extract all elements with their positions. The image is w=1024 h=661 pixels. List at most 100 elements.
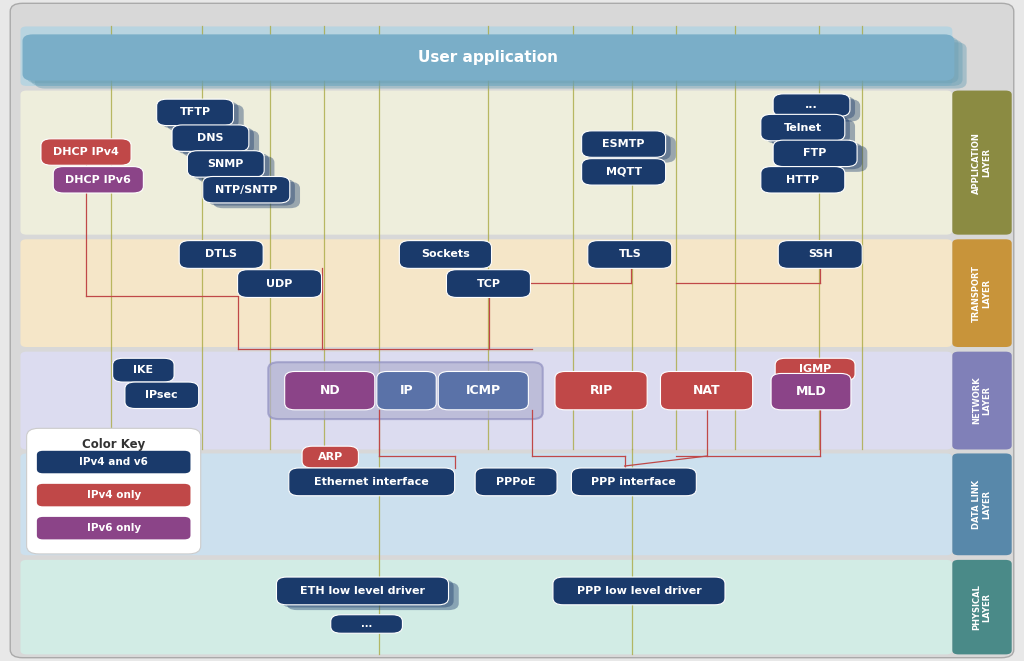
FancyBboxPatch shape: [952, 239, 1012, 347]
FancyBboxPatch shape: [377, 371, 436, 410]
FancyBboxPatch shape: [660, 371, 753, 410]
Text: APPLICATION
LAYER: APPLICATION LAYER: [973, 132, 991, 194]
Text: RIP: RIP: [590, 384, 612, 397]
FancyBboxPatch shape: [778, 97, 855, 119]
FancyBboxPatch shape: [20, 453, 952, 555]
FancyBboxPatch shape: [438, 371, 528, 410]
Text: MLD: MLD: [796, 385, 826, 398]
Text: IKE: IKE: [133, 365, 154, 375]
FancyBboxPatch shape: [771, 120, 855, 146]
FancyBboxPatch shape: [952, 91, 1012, 235]
Text: SSH: SSH: [808, 249, 833, 260]
FancyBboxPatch shape: [203, 176, 290, 203]
Text: DATA LINK
LAYER: DATA LINK LAYER: [973, 480, 991, 529]
FancyBboxPatch shape: [179, 241, 263, 268]
Text: PPPoE: PPPoE: [497, 477, 536, 487]
FancyBboxPatch shape: [37, 484, 190, 506]
Text: User application: User application: [419, 50, 558, 65]
Text: NTP/SNTP: NTP/SNTP: [215, 184, 278, 195]
FancyBboxPatch shape: [157, 99, 233, 126]
FancyBboxPatch shape: [187, 151, 264, 177]
FancyBboxPatch shape: [783, 99, 860, 122]
Text: TLS: TLS: [618, 249, 641, 260]
Text: ND: ND: [319, 384, 340, 397]
Text: PPP low level driver: PPP low level driver: [577, 586, 701, 596]
Text: IP: IP: [399, 384, 414, 397]
Text: Color Key: Color Key: [82, 438, 145, 451]
FancyBboxPatch shape: [276, 577, 449, 605]
Text: SNMP: SNMP: [208, 159, 244, 169]
Text: TCP: TCP: [476, 278, 501, 289]
FancyBboxPatch shape: [588, 241, 672, 268]
FancyBboxPatch shape: [37, 451, 190, 473]
Text: ESMTP: ESMTP: [602, 139, 645, 149]
Text: Telnet: Telnet: [783, 122, 822, 133]
Text: DHCP IPv6: DHCP IPv6: [66, 175, 131, 185]
FancyBboxPatch shape: [213, 182, 300, 208]
Text: NETWORK
LAYER: NETWORK LAYER: [973, 377, 991, 424]
FancyBboxPatch shape: [778, 241, 862, 268]
FancyBboxPatch shape: [302, 446, 358, 468]
FancyBboxPatch shape: [238, 270, 322, 297]
FancyBboxPatch shape: [761, 167, 845, 193]
Text: HTTP: HTTP: [786, 175, 819, 185]
FancyBboxPatch shape: [582, 159, 666, 185]
FancyBboxPatch shape: [193, 153, 269, 180]
Text: TRANSPORT
LAYER: TRANSPORT LAYER: [973, 264, 991, 322]
FancyBboxPatch shape: [20, 239, 952, 347]
FancyBboxPatch shape: [167, 104, 244, 131]
Text: Ethernet interface: Ethernet interface: [314, 477, 429, 487]
FancyBboxPatch shape: [37, 517, 190, 539]
FancyBboxPatch shape: [287, 582, 459, 610]
FancyBboxPatch shape: [771, 373, 851, 410]
Text: FTP: FTP: [804, 148, 826, 159]
Text: TFTP: TFTP: [179, 107, 211, 118]
FancyBboxPatch shape: [53, 167, 143, 193]
Text: ...: ...: [805, 100, 818, 110]
FancyBboxPatch shape: [778, 143, 862, 169]
FancyBboxPatch shape: [331, 615, 402, 633]
FancyBboxPatch shape: [475, 468, 557, 496]
Text: ETH low level driver: ETH low level driver: [300, 586, 425, 596]
FancyBboxPatch shape: [41, 139, 131, 165]
FancyBboxPatch shape: [125, 382, 199, 408]
FancyBboxPatch shape: [182, 130, 259, 157]
FancyBboxPatch shape: [446, 270, 530, 297]
FancyBboxPatch shape: [773, 140, 857, 167]
Text: IPv4 only: IPv4 only: [87, 490, 140, 500]
FancyBboxPatch shape: [571, 468, 696, 496]
Text: Sockets: Sockets: [421, 249, 470, 260]
FancyBboxPatch shape: [23, 34, 954, 81]
Text: DTLS: DTLS: [205, 249, 238, 260]
FancyBboxPatch shape: [952, 560, 1012, 654]
Text: UDP: UDP: [266, 278, 293, 289]
FancyBboxPatch shape: [555, 371, 647, 410]
FancyBboxPatch shape: [952, 453, 1012, 555]
Text: MQTT: MQTT: [605, 167, 642, 177]
Text: DHCP IPv4: DHCP IPv4: [53, 147, 119, 157]
Text: IPv6 only: IPv6 only: [87, 523, 140, 533]
Text: DNS: DNS: [198, 133, 223, 143]
FancyBboxPatch shape: [31, 40, 963, 86]
FancyBboxPatch shape: [198, 156, 274, 182]
FancyBboxPatch shape: [172, 125, 249, 151]
FancyBboxPatch shape: [35, 42, 967, 89]
Text: PPP interface: PPP interface: [592, 477, 676, 487]
FancyBboxPatch shape: [289, 468, 455, 496]
FancyBboxPatch shape: [592, 136, 676, 163]
FancyBboxPatch shape: [20, 352, 952, 449]
Text: IGMP: IGMP: [799, 364, 831, 375]
Text: ...: ...: [361, 619, 372, 629]
FancyBboxPatch shape: [761, 114, 845, 141]
Text: NAT: NAT: [693, 384, 720, 397]
FancyBboxPatch shape: [285, 371, 375, 410]
FancyBboxPatch shape: [952, 352, 1012, 449]
FancyBboxPatch shape: [177, 128, 254, 154]
FancyBboxPatch shape: [10, 3, 1014, 658]
FancyBboxPatch shape: [783, 145, 867, 172]
FancyBboxPatch shape: [553, 577, 725, 605]
FancyBboxPatch shape: [399, 241, 492, 268]
FancyBboxPatch shape: [27, 37, 958, 83]
FancyBboxPatch shape: [20, 26, 952, 86]
Text: IPsec: IPsec: [145, 390, 178, 401]
